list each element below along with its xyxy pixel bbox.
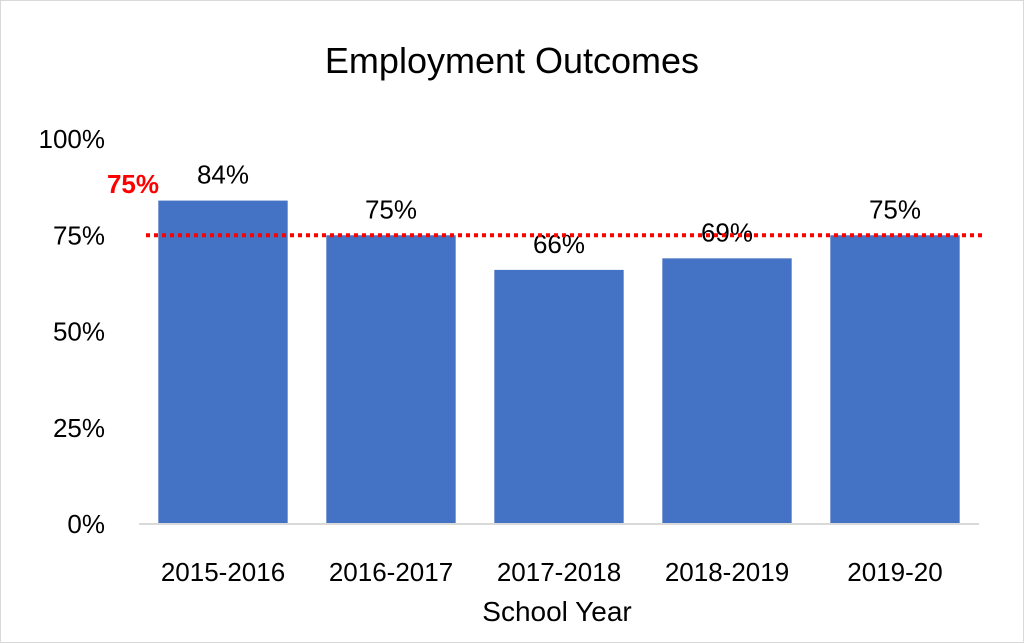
bar-data-labels: 84%75%66% 69%75% [197, 160, 921, 259]
x-tick-label: 2018-2019 [665, 557, 789, 587]
bars [158, 200, 960, 524]
x-tick-label: 2017-2018 [497, 557, 621, 587]
y-axis-ticks: 0% 25% 50% 75% 100% [39, 124, 106, 539]
x-tick-label: 2016-2017 [329, 557, 453, 587]
y-tick-label: 25% [53, 413, 105, 443]
bar [830, 235, 960, 524]
target-line-label: 75% [107, 169, 159, 199]
bar [326, 235, 456, 524]
y-tick-label: 75% [53, 220, 105, 250]
y-tick-label: 50% [53, 317, 105, 347]
x-axis-ticks: 2015-2016 2016-2017 2017-2018 2018-2019 2019… [161, 557, 943, 587]
x-tick-label: 2019-20 [847, 557, 942, 587]
bar-data-label: 75% [365, 194, 417, 224]
bar-data-label: 69% [701, 217, 753, 247]
bar [662, 258, 792, 524]
chart-title: Employment Outcomes [325, 40, 699, 81]
bar [158, 200, 288, 524]
bar [494, 269, 624, 524]
y-tick-label: 0% [67, 509, 105, 539]
bar-data-label: 84% [197, 160, 249, 190]
y-tick-label: 100% [39, 124, 106, 154]
x-tick-label: 2015-2016 [161, 557, 285, 587]
bar-data-label: 75% [869, 194, 921, 224]
x-axis-title: School Year [482, 596, 631, 627]
